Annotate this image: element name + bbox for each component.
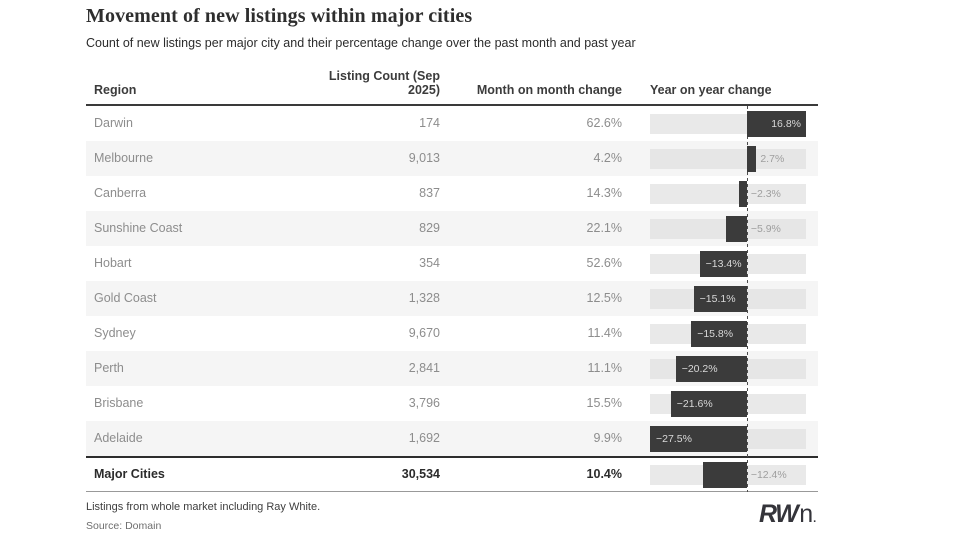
yoy-bar: [650, 425, 747, 452]
yoy-bar: [693, 285, 747, 312]
yoy-bar: [670, 390, 747, 417]
yoy-bar-track: −27.5%: [650, 425, 806, 452]
table-row-perth: Perth 2,841 11.1% −20.2%: [86, 351, 818, 386]
col-header-listing-count: Listing Count (Sep 2025): [328, 69, 440, 97]
page-title: Movement of new listings within major ci…: [86, 5, 473, 27]
table-row-darwin: Darwin 174 62.6% 16.8%: [86, 106, 818, 141]
yoy-bar-label: −12.4%: [750, 468, 787, 481]
yoy-bar: [691, 320, 747, 347]
col-header-yoy-change: Year on year change: [650, 83, 772, 97]
page-subtitle: Count of new listings per major city and…: [86, 36, 636, 50]
yoy-bar-track: −15.8%: [650, 320, 806, 347]
yoy-bar: [675, 355, 747, 382]
table-row-gold-coast: Gold Coast 1,328 12.5% −15.1%: [86, 281, 818, 316]
count-cell: 9,670: [408, 326, 440, 340]
mom-cell: 62.6%: [586, 116, 622, 130]
mom-cell: 12.5%: [586, 291, 622, 305]
table-row-adelaide: Adelaide 1,692 9.9% −27.5%: [86, 421, 818, 456]
yoy-bar-label: −20.2%: [681, 362, 718, 375]
yoy-bar-track: −5.9%: [650, 215, 806, 242]
region-cell: Major Cities: [94, 467, 165, 481]
listings-table: Region Listing Count (Sep 2025) Month on…: [86, 69, 818, 492]
mom-cell: 14.3%: [586, 186, 622, 200]
table-row-total-major-cities: Major Cities 30,534 10.4% −12.4%: [86, 456, 818, 492]
region-cell: Sydney: [94, 326, 136, 340]
yoy-bar-label: 2.7%: [760, 152, 785, 165]
count-cell: 1,328: [408, 291, 440, 305]
region-cell: Adelaide: [94, 431, 143, 445]
rwn-logo-dot: .: [813, 513, 817, 525]
yoy-bar-track: −20.2%: [650, 355, 806, 382]
table-row-canberra: Canberra 837 14.3% −2.3%: [86, 176, 818, 211]
mom-cell: 52.6%: [586, 256, 622, 270]
yoy-bar: [703, 461, 747, 488]
count-cell: 1,692: [408, 431, 440, 445]
mom-cell: 9.9%: [593, 431, 623, 445]
yoy-bar-track: 2.7%: [650, 145, 806, 172]
count-cell: 3,796: [408, 396, 440, 410]
col-header-mom-change: Month on month change: [476, 83, 622, 97]
count-cell: 837: [419, 186, 440, 200]
yoy-bar-label: −5.9%: [750, 222, 781, 235]
mom-cell: 11.4%: [587, 326, 622, 340]
mom-cell: 4.2%: [593, 151, 623, 165]
yoy-bar-label: 16.8%: [771, 117, 801, 130]
rwn-logo: RWn.: [759, 500, 816, 529]
table-row-hobart: Hobart 354 52.6% −13.4%: [86, 246, 818, 281]
region-cell: Darwin: [94, 116, 133, 130]
table-body: Darwin 174 62.6% 16.8% Melbourne 9,013 4…: [86, 106, 818, 492]
yoy-bar: [726, 215, 747, 242]
region-cell: Gold Coast: [94, 291, 157, 305]
yoy-bar-track: −12.4%: [650, 461, 806, 488]
yoy-bar-label: −15.1%: [699, 292, 736, 305]
yoy-bar-label: −13.4%: [705, 257, 742, 270]
yoy-bar: [738, 180, 747, 207]
count-cell: 829: [419, 221, 440, 235]
table-row-melbourne: Melbourne 9,013 4.2% 2.7%: [86, 141, 818, 176]
region-cell: Canberra: [94, 186, 147, 200]
count-cell: 354: [419, 256, 440, 270]
yoy-bar-track: −2.3%: [650, 180, 806, 207]
count-cell: 9,013: [408, 151, 440, 165]
yoy-bar: [699, 250, 747, 277]
table-row-sydney: Sydney 9,670 11.4% −15.8%: [86, 316, 818, 351]
region-cell: Perth: [94, 361, 124, 375]
yoy-bar-track: −15.1%: [650, 285, 806, 312]
table-row-brisbane: Brisbane 3,796 15.5% −21.6%: [86, 386, 818, 421]
yoy-bar-label: −2.3%: [750, 187, 781, 200]
region-cell: Melbourne: [94, 151, 154, 165]
yoy-bar-label: −21.6%: [676, 397, 713, 410]
table-header: Region Listing Count (Sep 2025) Month on…: [86, 69, 818, 106]
yoy-bar-track: −21.6%: [650, 390, 806, 417]
footnote: Listings from whole market including Ray…: [86, 501, 321, 513]
rwn-logo-bold: RW: [759, 500, 799, 528]
yoy-bar-track: 16.8%: [650, 110, 806, 137]
mom-cell: 22.1%: [586, 221, 622, 235]
region-cell: Hobart: [94, 256, 132, 270]
yoy-bar-track: −13.4%: [650, 250, 806, 277]
count-cell: 2,841: [408, 361, 440, 375]
yoy-bar: [746, 110, 806, 137]
mom-cell: 15.5%: [586, 396, 622, 410]
yoy-bar: [746, 145, 757, 172]
region-cell: Sunshine Coast: [94, 221, 183, 235]
table-row-sunshine-coast: Sunshine Coast 829 22.1% −5.9%: [86, 211, 818, 246]
region-cell: Brisbane: [94, 396, 144, 410]
mom-cell: 11.1%: [587, 361, 622, 375]
zero-axis-line: [747, 106, 748, 492]
mom-cell: 10.4%: [586, 467, 622, 481]
rwn-logo-light: n: [799, 500, 814, 528]
count-cell: 30,534: [401, 467, 440, 481]
yoy-bar-label: −15.8%: [697, 327, 734, 340]
source-note: Source: Domain: [86, 520, 162, 532]
yoy-bar-label: −27.5%: [656, 432, 692, 445]
count-cell: 174: [419, 116, 440, 130]
col-header-region: Region: [94, 83, 137, 97]
